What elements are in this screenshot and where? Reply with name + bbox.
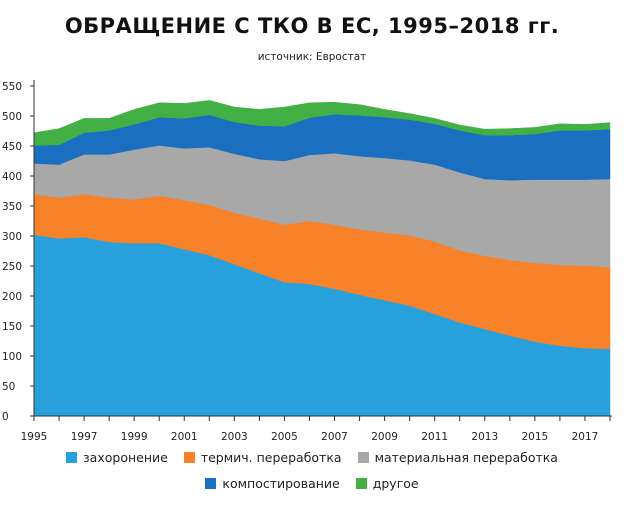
legend-swatch-recycling bbox=[357, 452, 369, 463]
y-tick-label-400: 400 bbox=[2, 171, 22, 183]
legend-label-other: другое bbox=[372, 476, 419, 491]
area-series-5 bbox=[33, 100, 611, 146]
legend-row-1: захоронение термич. переработка материал… bbox=[0, 450, 624, 465]
x-tick-label-2003: 2003 bbox=[221, 431, 248, 443]
chart-title: ОБРАЩЕНИЕ С ТКО В ЕС, 1995–2018 гг. bbox=[64, 14, 560, 38]
x-tick-label-2001: 2001 bbox=[171, 431, 198, 443]
legend-item-other: другое bbox=[355, 476, 419, 491]
x-tick-label-2013: 2013 bbox=[471, 431, 498, 443]
legend-swatch-landfill bbox=[66, 452, 78, 463]
x-tick-label-2015: 2015 bbox=[522, 431, 549, 443]
x-tick-label-1999: 1999 bbox=[121, 431, 148, 443]
y-tick-label-300: 300 bbox=[2, 231, 22, 243]
y-tick-label-100: 100 bbox=[2, 351, 22, 363]
y-tick-label-0: 0 bbox=[2, 411, 9, 423]
legend-swatch-other bbox=[355, 478, 367, 489]
y-tick-label-550: 550 bbox=[2, 81, 22, 93]
legend-swatch-composting bbox=[205, 478, 217, 489]
legend-row-2: компостирование другое bbox=[0, 476, 624, 491]
x-tick-label-2005: 2005 bbox=[271, 431, 298, 443]
x-tick-label-2011: 2011 bbox=[421, 431, 448, 443]
legend-item-landfill: захоронение bbox=[66, 450, 168, 465]
x-tick-label-2017: 2017 bbox=[572, 431, 599, 443]
legend-swatch-incineration bbox=[183, 452, 195, 463]
y-tick-label-200: 200 bbox=[2, 291, 22, 303]
legend-item-recycling: материальная переработка bbox=[357, 450, 558, 465]
legend-label-recycling: материальная переработка bbox=[374, 450, 558, 465]
legend-item-composting: компостирование bbox=[205, 476, 340, 491]
legend-label-incineration: термич. переработка bbox=[200, 450, 342, 465]
y-tick-label-250: 250 bbox=[2, 261, 22, 273]
y-tick-label-50: 50 bbox=[2, 381, 15, 393]
x-tick-label-1995: 1995 bbox=[21, 431, 48, 443]
legend-item-incineration: термич. переработка bbox=[183, 450, 342, 465]
y-tick-label-350: 350 bbox=[2, 201, 22, 213]
legend-label-landfill: захоронение bbox=[83, 450, 168, 465]
y-tick-label-500: 500 bbox=[2, 111, 22, 123]
chart-subtitle: источник: Евростат bbox=[257, 51, 367, 63]
y-tick-label-450: 450 bbox=[2, 141, 22, 153]
y-tick-label-150: 150 bbox=[2, 321, 22, 333]
x-tick-label-2007: 2007 bbox=[321, 431, 348, 443]
x-tick-label-1997: 1997 bbox=[71, 431, 98, 443]
legend-label-composting: компостирование bbox=[222, 476, 340, 491]
x-tick-label-2009: 2009 bbox=[371, 431, 398, 443]
